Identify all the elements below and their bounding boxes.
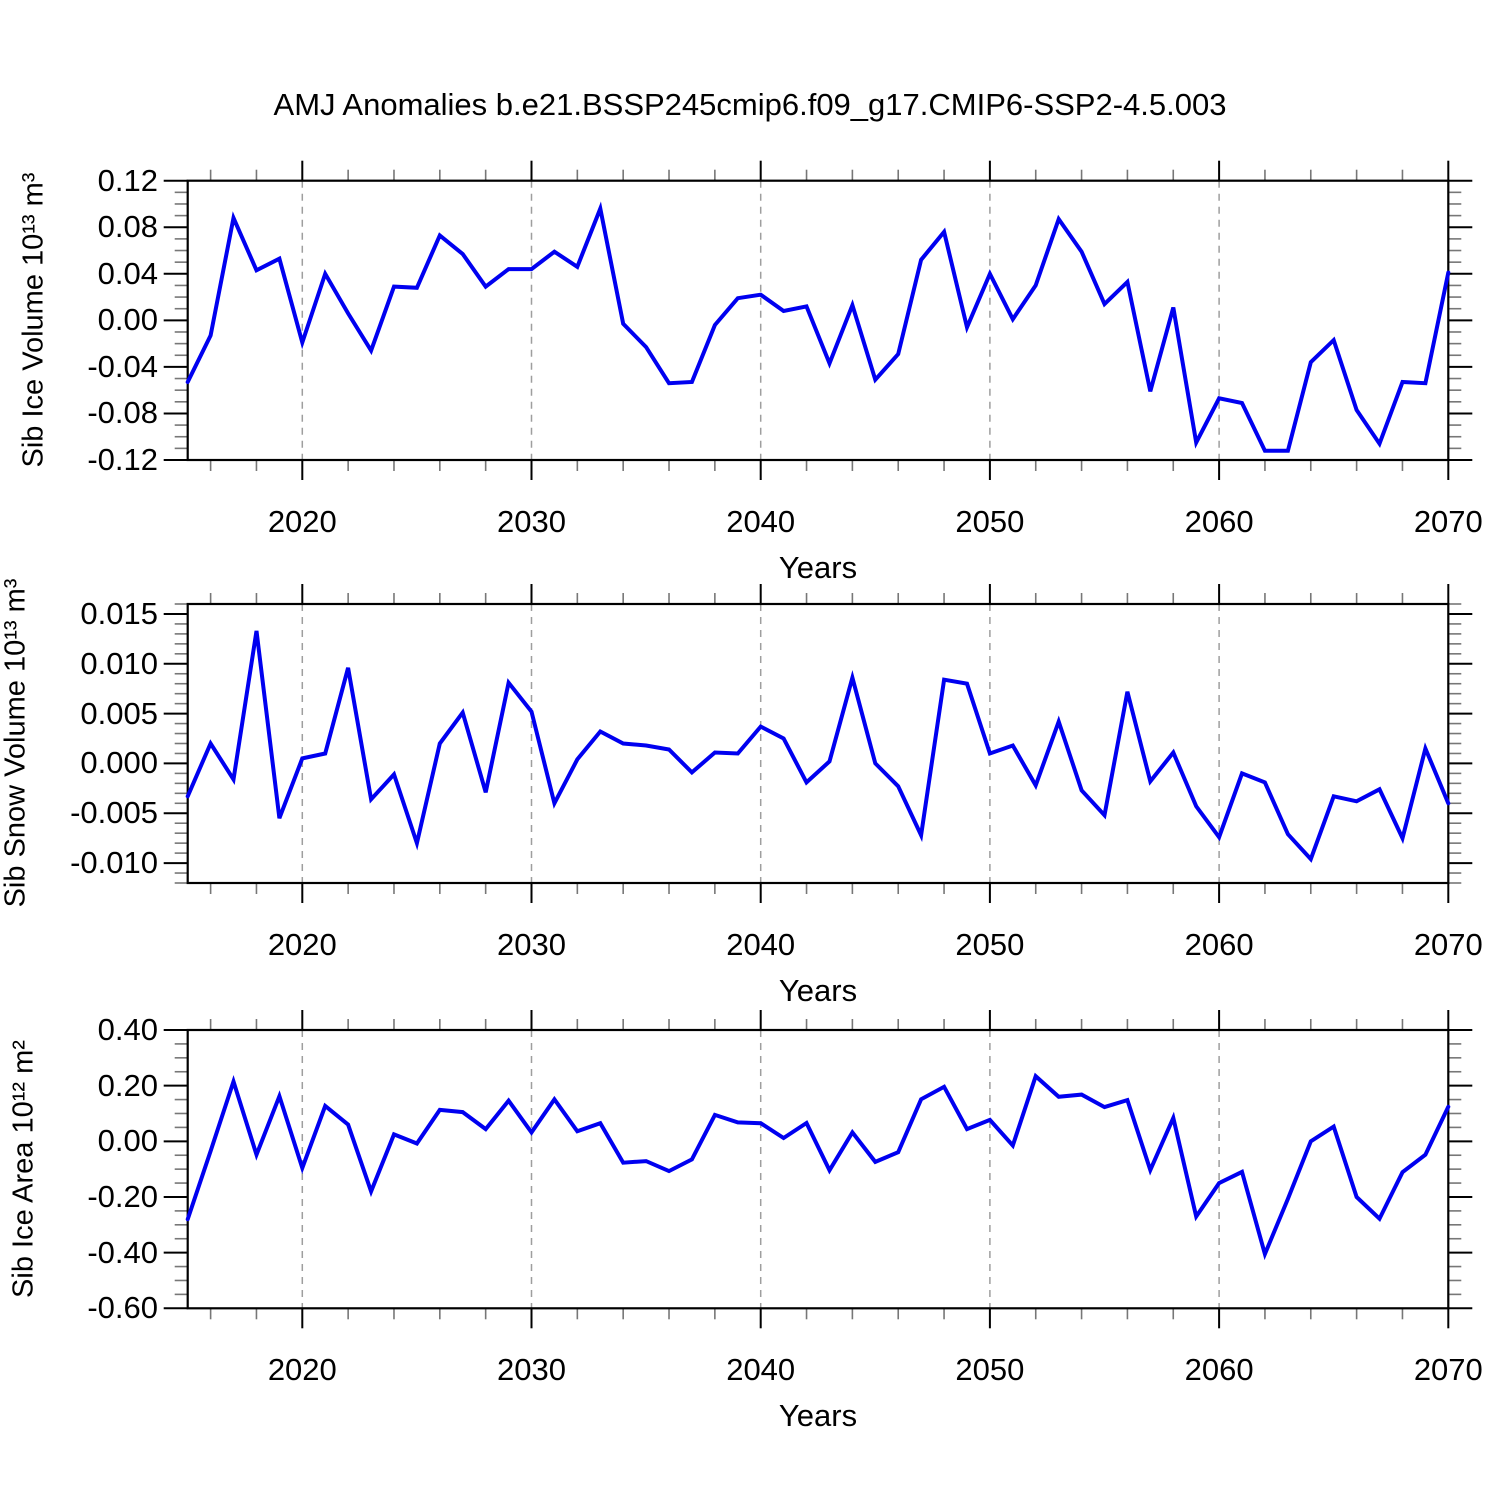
y-tick-label: 0.04: [97, 255, 158, 291]
plot-frame: [186, 1028, 1450, 1310]
x-tick-label: 2050: [955, 927, 1025, 962]
y-tick-label: 0.005: [80, 695, 158, 731]
plot-frame: [186, 179, 1450, 462]
x-tick-label: 2030: [497, 927, 566, 962]
y-tick-label: 0.08: [97, 209, 158, 245]
y-tick-label: -0.20: [87, 1178, 158, 1214]
y-tick-label: 0.015: [80, 595, 158, 631]
figure-title: AMJ Anomalies b.e21.BSSP245cmip6.f09_g17…: [273, 87, 1227, 122]
y-tick-label: 0.00: [97, 1123, 158, 1159]
y-tick-label: 0.20: [97, 1067, 158, 1103]
x-tick-label: 2030: [497, 1352, 566, 1388]
x-tick-label: 2060: [1184, 1352, 1254, 1388]
x-tick-label: 2070: [1413, 1352, 1483, 1388]
y-tick-label: 0.000: [80, 745, 158, 781]
y-tick-label: 0.010: [80, 645, 158, 681]
snow-volume-plot: [163, 584, 1473, 903]
plot-frame: [186, 602, 1450, 885]
x-tick-label: 2070: [1413, 927, 1483, 962]
ice-volume-series-line: [185, 201, 1451, 453]
x-tick-label: 2060: [1184, 504, 1254, 539]
ice-area-x-axis-title: Years: [778, 1398, 858, 1433]
x-tick-label: 2030: [497, 504, 566, 539]
y-tick-label: -0.010: [70, 845, 158, 881]
x-tick-label: 2050: [955, 1352, 1025, 1388]
x-tick-label: 2020: [267, 504, 337, 539]
ice-area-plot: [163, 1010, 1473, 1329]
x-tick-label: 2070: [1413, 504, 1483, 539]
ice-area-series-line: [185, 1072, 1451, 1261]
x-tick-label: 2040: [726, 927, 796, 962]
y-tick-label: -0.005: [70, 795, 158, 831]
x-tick-label: 2060: [1184, 927, 1254, 962]
y-tick-label: -0.12: [87, 442, 158, 477]
y-tick-label: -0.60: [87, 1290, 158, 1326]
y-tick-label: -0.40: [87, 1234, 158, 1270]
x-tick-label: 2050: [955, 504, 1025, 539]
snow-volume-x-axis-title: Years: [778, 973, 858, 1008]
y-tick-label: 0.12: [97, 162, 158, 198]
y-tick-label: 0.00: [97, 302, 158, 338]
ice-volume-x-axis-title: Years: [778, 550, 858, 585]
y-tick-label: -0.08: [87, 395, 158, 431]
x-tick-label: 2020: [267, 927, 337, 962]
y-tick-label: -0.04: [87, 348, 158, 384]
y-tick-label: 0.40: [97, 1012, 158, 1047]
x-tick-label: 2040: [726, 504, 796, 539]
x-tick-label: 2040: [726, 1352, 796, 1388]
x-tick-label: 2020: [267, 1352, 337, 1388]
snow-volume-series-line: [185, 630, 1451, 863]
ice-volume-plot: [163, 160, 1473, 480]
